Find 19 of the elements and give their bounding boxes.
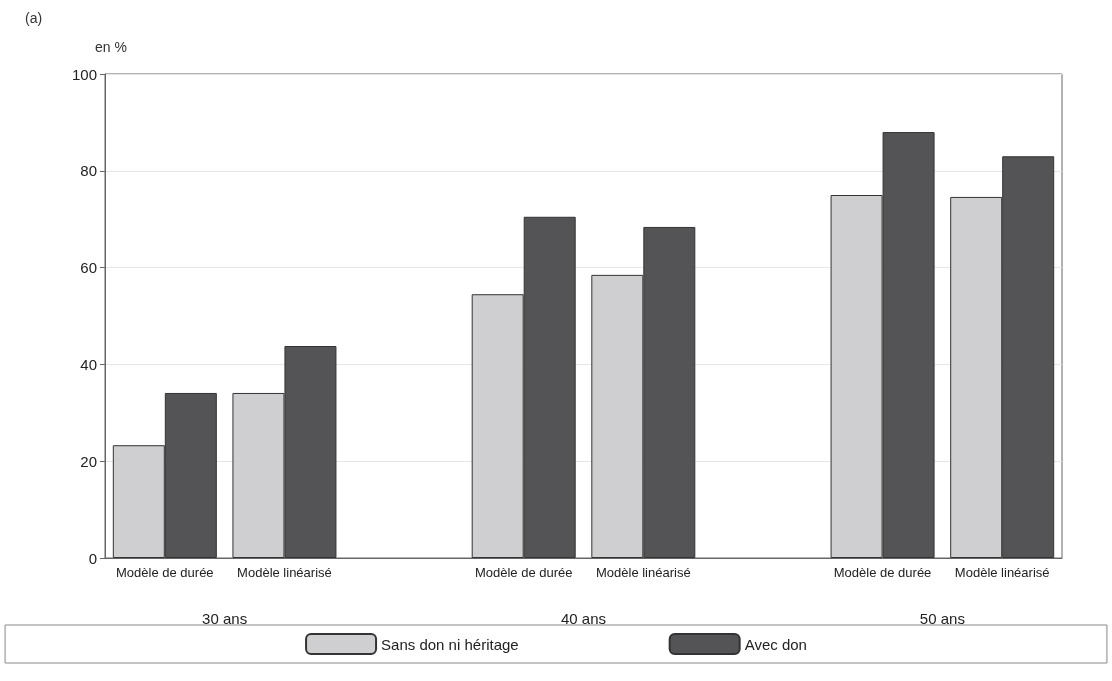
text: 50 ans <box>919 609 965 627</box>
legend-label: Avec don <box>744 635 807 653</box>
y-tick-label: 100 <box>71 65 97 83</box>
y-tick-label: 40 <box>80 355 97 373</box>
x-tick-label: Modèle linéarisé <box>954 565 1050 580</box>
chart-title: (a) <box>25 10 43 26</box>
y-axis-title: en % <box>95 39 127 55</box>
x-tick-label: Modèle de durée <box>116 565 214 580</box>
y-tick-label: 80 <box>80 162 97 180</box>
text: 30 ans <box>202 609 248 627</box>
text: 40 ans <box>560 609 607 627</box>
y-tick-label: 20 <box>80 452 97 470</box>
x-tick-label: Modèle de durée <box>474 565 573 580</box>
x-tick-label: Modèle de durée <box>833 565 932 580</box>
legend-label: Sans don ni héritage <box>381 635 519 653</box>
x-tick-label: Modèle linéarisé <box>237 565 332 580</box>
y-tick-label: 60 <box>80 259 97 277</box>
x-tick-label: Modèle linéarisé <box>595 565 691 580</box>
y-tick-label: 0 <box>88 549 97 567</box>
